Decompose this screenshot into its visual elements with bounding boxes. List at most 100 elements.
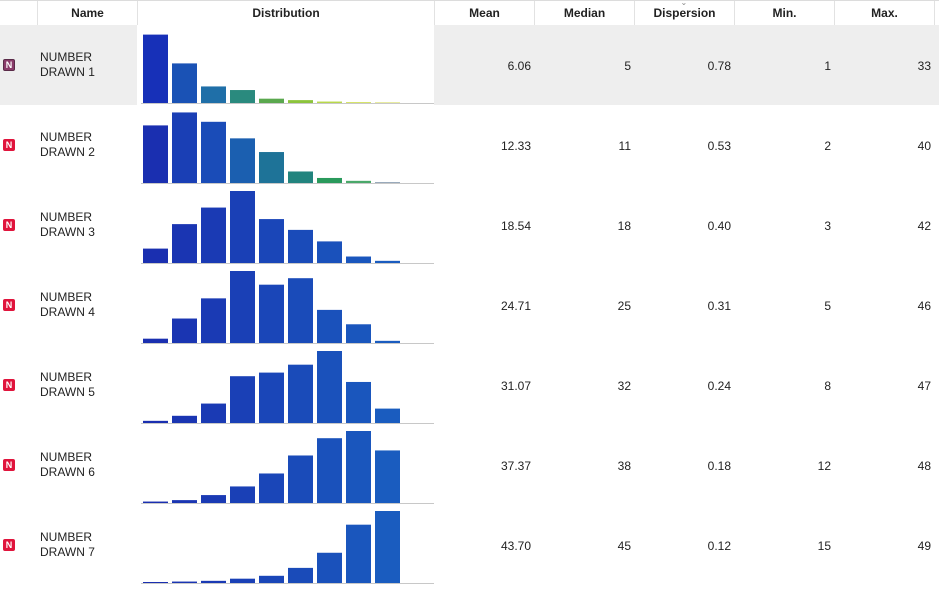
table-row[interactable]: N NUMBER DRAWN 2 12.33 11 0.53 2 40 (0, 105, 939, 185)
histogram-bar (375, 260, 400, 263)
histogram-bar (317, 351, 342, 423)
dispersion-value: 0.18 (707, 459, 731, 473)
histogram-bar (172, 318, 197, 343)
histogram-bar (230, 376, 255, 423)
table-row[interactable]: N NUMBER DRAWN 4 24.71 25 0.31 5 46 (0, 265, 939, 345)
min-value: 3 (824, 219, 831, 233)
mean-value: 43.70 (500, 539, 531, 553)
mean-value: 6.06 (507, 59, 531, 73)
histogram-bar (143, 338, 168, 343)
median-value: 25 (617, 299, 631, 313)
variable-name: NUMBER DRAWN 3 (40, 210, 95, 239)
distribution-histogram (141, 191, 434, 264)
histogram-bar (201, 403, 226, 423)
distribution-histogram (141, 271, 434, 344)
histogram-bar (317, 101, 342, 103)
histogram-bar (259, 284, 284, 343)
col-header-median[interactable]: Median (534, 1, 634, 27)
col-header-mean[interactable]: Mean (434, 1, 534, 27)
numeric-variable-icon: N (3, 379, 15, 391)
variable-name: NUMBER DRAWN 5 (40, 370, 95, 399)
histogram-bar (230, 578, 255, 583)
min-value: 1 (824, 59, 831, 73)
histogram-bar (288, 364, 313, 423)
table-row[interactable]: N NUMBER DRAWN 6 37.37 38 0.18 12 48 (0, 425, 939, 505)
histogram-bar (172, 500, 197, 503)
histogram-bar (172, 112, 197, 183)
column-divider (934, 1, 935, 27)
min-value: 2 (824, 139, 831, 153)
histogram-bar (230, 271, 255, 343)
numeric-variable-icon: N (3, 219, 15, 231)
median-value: 32 (617, 379, 631, 393)
col-header-dispersion-label: Dispersion (653, 6, 716, 20)
dispersion-value: 0.31 (707, 299, 731, 313)
median-value: 5 (624, 59, 631, 73)
histogram-bar (288, 567, 313, 583)
histogram-bar (346, 431, 371, 503)
histogram-bar (346, 381, 371, 423)
histogram-bar (143, 420, 168, 423)
col-header-dispersion[interactable]: ⌄ Dispersion (634, 0, 734, 27)
histogram-bar (259, 98, 284, 103)
histogram-bar (259, 575, 284, 583)
histogram-bar (288, 278, 313, 343)
histogram-bar (143, 248, 168, 263)
col-header-max[interactable]: Max. (834, 1, 934, 27)
col-header-min[interactable]: Min. (734, 1, 834, 27)
distribution-histogram (141, 34, 434, 104)
median-value: 18 (617, 219, 631, 233)
variable-name: NUMBER DRAWN 6 (40, 450, 95, 479)
col-header-name[interactable]: Name (37, 1, 137, 27)
col-header-distribution[interactable]: Distribution (137, 1, 434, 27)
histogram-bar (201, 86, 226, 103)
table-row[interactable]: N NUMBER DRAWN 5 31.07 32 0.24 8 47 (0, 345, 939, 425)
histogram-bar (375, 450, 400, 503)
max-value: 42 (917, 219, 931, 233)
mean-value: 24.71 (500, 299, 531, 313)
histogram-bar (172, 581, 197, 583)
histogram-bar (143, 501, 168, 503)
max-value: 48 (917, 459, 931, 473)
histogram-bar (346, 102, 371, 103)
max-value: 49 (917, 539, 931, 553)
numeric-variable-icon: N (3, 299, 15, 311)
histogram-bar (375, 340, 400, 343)
min-value: 15 (817, 539, 831, 553)
distribution-histogram (141, 351, 434, 424)
distribution-histogram (141, 112, 434, 184)
histogram-bar (259, 473, 284, 503)
histogram-bar (317, 552, 342, 583)
variable-name: NUMBER DRAWN 4 (40, 290, 95, 319)
numeric-variable-icon: N (3, 459, 15, 471)
min-value: 8 (824, 379, 831, 393)
histogram-bar (143, 34, 168, 103)
variable-name: NUMBER DRAWN 2 (40, 130, 95, 159)
table-row[interactable]: N NUMBER DRAWN 1 6.06 5 0.78 1 33 (0, 25, 939, 105)
histogram-bar (346, 256, 371, 263)
dispersion-value: 0.12 (707, 539, 731, 553)
table-header: Name Distribution Mean Median ⌄ Dispersi… (0, 0, 939, 27)
histogram-bar (317, 309, 342, 343)
dispersion-value: 0.40 (707, 219, 731, 233)
histogram-bar (375, 408, 400, 423)
histogram-bar (375, 182, 400, 183)
histogram-bar (201, 207, 226, 263)
histogram-bar (288, 455, 313, 503)
median-value: 45 (617, 539, 631, 553)
mean-value: 37.37 (500, 459, 531, 473)
histogram-bar (288, 171, 313, 183)
distribution-histogram (141, 431, 434, 504)
histogram-bar (346, 524, 371, 583)
mean-value: 12.33 (500, 139, 531, 153)
histogram-bar (259, 219, 284, 263)
table-row[interactable]: N NUMBER DRAWN 7 43.70 45 0.12 15 49 (0, 505, 939, 585)
histogram-bar (230, 191, 255, 263)
dispersion-value: 0.53 (707, 139, 731, 153)
max-value: 47 (917, 379, 931, 393)
histogram-bar (172, 63, 197, 103)
table-row[interactable]: N NUMBER DRAWN 3 18.54 18 0.40 3 42 (0, 185, 939, 265)
histogram-bar (288, 100, 313, 103)
max-value: 40 (917, 139, 931, 153)
histogram-bar (230, 138, 255, 183)
